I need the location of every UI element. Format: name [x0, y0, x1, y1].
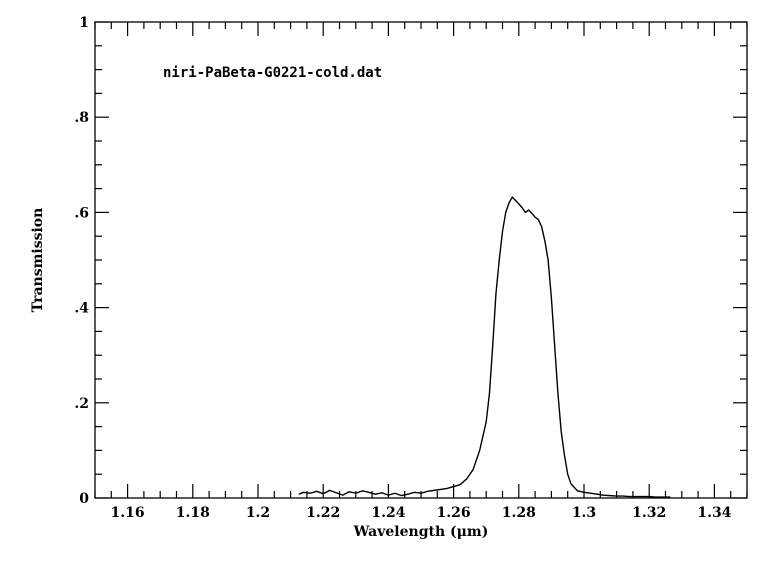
x-axis-label: Wavelength (μm) — [353, 524, 489, 540]
y-tick-label: .8 — [74, 110, 89, 126]
plot-frame — [94, 21, 748, 499]
x-axis-tick-labels: 1.16 1.18 1.2 1.22 1.24 1.26 1.28 1.3 1.32 1.34 — [111, 505, 732, 521]
y-tick-label: .2 — [74, 396, 89, 412]
y-axis-label: Transmission — [30, 208, 46, 313]
series-layer — [298, 196, 671, 498]
x-tick-label: 1.16 — [111, 505, 145, 521]
y-tick-label: .6 — [74, 205, 89, 221]
y-tick-label: 0 — [79, 491, 89, 507]
x-tick-label: 1.24 — [371, 505, 405, 521]
x-tick-label: 1.32 — [632, 505, 666, 521]
y-axis-tick-labels: 0 .2 .4 .6 .8 1 — [74, 15, 89, 507]
x-tick-label: 1.26 — [437, 505, 471, 521]
y-tick-label: 1 — [79, 15, 89, 31]
x-tick-label: 1.2 — [246, 505, 270, 521]
x-tick-label: 1.22 — [306, 505, 340, 521]
transmission-curve — [298, 196, 671, 498]
dataset-annotation: niri-PaBeta-G0221-cold.dat — [163, 65, 382, 81]
y-tick-label: .4 — [74, 301, 89, 317]
x-axis-ticks — [94, 22, 748, 498]
y-axis-ticks — [95, 21, 747, 499]
x-tick-label: 1.3 — [572, 505, 596, 521]
x-tick-label: 1.18 — [176, 505, 210, 521]
x-tick-label: 1.28 — [502, 505, 536, 521]
x-tick-label: 1.34 — [697, 505, 731, 521]
